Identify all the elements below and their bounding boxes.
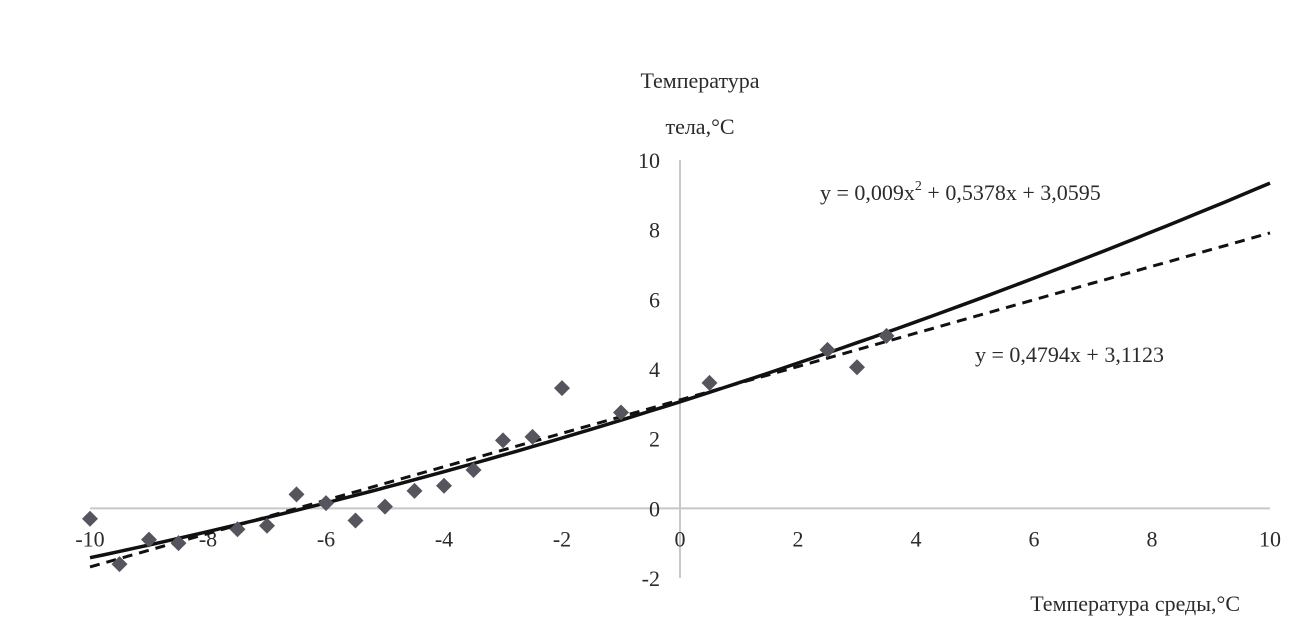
- poly-eq-exponent: 2: [915, 179, 922, 194]
- y-axis-title-line2: тела,°С: [665, 114, 734, 139]
- data-point: [377, 498, 393, 515]
- x-tick-label: 10: [1259, 526, 1281, 551]
- x-tick-label: -4: [435, 526, 453, 551]
- data-point: [465, 462, 482, 479]
- y-axis-title-line1: Температура: [640, 68, 759, 93]
- data-points: [82, 327, 895, 573]
- data-point: [347, 512, 364, 529]
- y-tick-label: 4: [649, 357, 660, 382]
- data-point: [613, 404, 629, 421]
- y-tick-label: 8: [649, 218, 660, 243]
- x-tick-label: 2: [793, 526, 804, 551]
- y-tick-label: 2: [649, 427, 660, 452]
- polynomial-trend-equation: y = 0,009x2 + 0,5378x + 3,0595: [820, 179, 1101, 205]
- data-point: [406, 482, 423, 499]
- data-point: [554, 380, 570, 397]
- data-point: [141, 531, 157, 548]
- axes: [90, 160, 1270, 578]
- data-point: [82, 510, 98, 527]
- x-axis-title: Температура среды,°С: [1030, 591, 1240, 616]
- x-tick-label: 0: [675, 526, 686, 551]
- data-point: [318, 495, 334, 512]
- y-tick-label: -2: [642, 566, 660, 591]
- x-tick-label: 4: [911, 526, 922, 551]
- y-tick-label: 10: [638, 148, 660, 173]
- linear-trend-equation: y = 0,4794x + 3,1123: [975, 342, 1164, 367]
- y-tick-label: 0: [649, 496, 660, 521]
- data-point: [288, 486, 305, 503]
- x-tick-label: -10: [75, 526, 104, 551]
- x-tick-label: -2: [553, 526, 571, 551]
- data-point: [229, 521, 246, 538]
- trendlines: [89, 181, 1271, 569]
- data-point: [849, 359, 865, 376]
- x-tick-label: -6: [317, 526, 335, 551]
- data-point: [259, 517, 275, 534]
- poly-eq-prefix: y = 0,009x: [820, 180, 915, 205]
- poly-eq-suffix: + 0,5378x + 3,0595: [922, 180, 1101, 205]
- data-point: [170, 535, 187, 552]
- data-point: [111, 556, 128, 573]
- data-point: [701, 374, 718, 391]
- x-tick-label: 6: [1029, 526, 1040, 551]
- data-point: [495, 432, 511, 449]
- data-point: [436, 477, 452, 494]
- data-point: [878, 327, 895, 344]
- data-point: [524, 428, 541, 445]
- x-tick-label: 8: [1147, 526, 1158, 551]
- y-tick-label: 6: [649, 287, 660, 312]
- data-point: [819, 341, 836, 358]
- linear-trendline: [89, 231, 1271, 569]
